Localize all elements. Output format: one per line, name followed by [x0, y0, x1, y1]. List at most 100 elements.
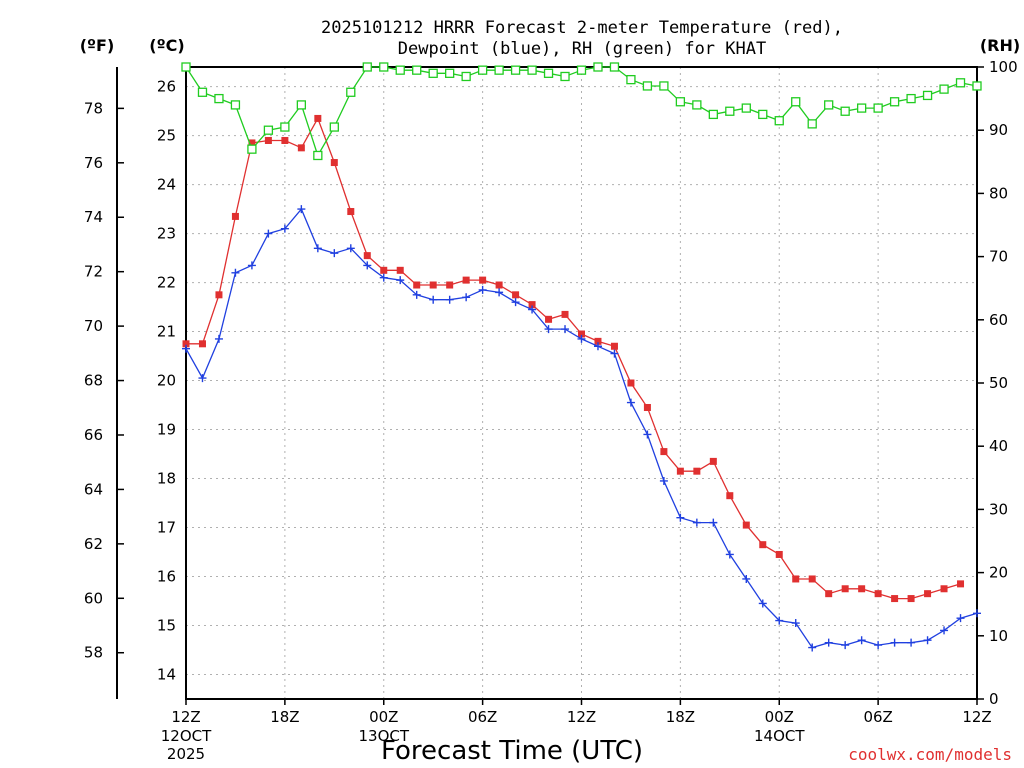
dewpoint-point [231, 268, 240, 277]
rh-point [626, 74, 636, 85]
dewpoint-point [775, 616, 784, 625]
dewpoint-point [561, 325, 570, 334]
celsius-tick-label: 22 [157, 274, 176, 292]
temperature-point [676, 467, 684, 475]
fahrenheit-tick-label: 64 [84, 480, 103, 498]
rh-point [576, 65, 587, 75]
temperature-point [545, 315, 553, 323]
dewpoint-point [659, 476, 668, 485]
rh-point [939, 84, 949, 94]
temperature-point [297, 144, 305, 152]
time-tick-label: 18Z [270, 708, 299, 726]
temperature-point [693, 467, 701, 475]
time-tick-label: 06Z [863, 708, 892, 726]
rh-point [906, 93, 916, 104]
celsius-tick-label: 15 [157, 617, 176, 635]
temperature-point [578, 330, 585, 338]
temperature-point [248, 139, 256, 147]
fahrenheit-tick-label: 78 [84, 99, 103, 117]
rh-point [824, 100, 834, 110]
rh-point [445, 68, 455, 78]
temperature-point [462, 276, 470, 284]
celsius-tick-label: 20 [157, 372, 176, 390]
credit-text: coolwx.com/models [848, 745, 1012, 764]
celsius-tick-label: 19 [157, 421, 176, 439]
rh-tick-label: 30 [989, 500, 1008, 518]
rh-point [543, 68, 554, 78]
rh-point [889, 97, 900, 107]
dewpoint-point [610, 349, 619, 358]
temperature-point [709, 457, 717, 465]
rh-point [873, 103, 883, 113]
rh-point [642, 81, 653, 91]
temperature-point [858, 585, 866, 593]
temperature-point [792, 575, 800, 583]
grid-lines [186, 67, 977, 699]
temperature-point [808, 575, 816, 583]
rh-point [181, 62, 191, 72]
dewpoint-point [577, 334, 586, 343]
rh-point [296, 100, 307, 110]
dewpoint-point [841, 641, 850, 650]
dewpoint-point [742, 574, 751, 583]
rh-point [379, 62, 389, 72]
rh-point [791, 97, 801, 107]
dewpoint-point [725, 550, 734, 559]
temperature-point [742, 521, 750, 529]
dewpoint-point [907, 638, 916, 647]
temperature-point [495, 281, 503, 289]
fahrenheit-tick-label: 74 [84, 208, 103, 226]
rh-tick-label: 40 [989, 437, 1008, 455]
temperature-point [429, 281, 437, 289]
dewpoint-point [808, 643, 817, 652]
time-tick-label: 12Z [171, 708, 200, 726]
dewpoint-point [379, 273, 388, 282]
dewpoint-point [297, 205, 306, 214]
celsius-tick-label: 17 [157, 519, 176, 537]
time-tick-label: 12Z [962, 708, 991, 726]
temperature-point [874, 590, 882, 598]
dewpoint-point [758, 599, 767, 608]
dewpoint-point [593, 342, 602, 351]
series-dewpoint [182, 205, 981, 652]
rh-point [510, 65, 521, 75]
temperature-point [891, 595, 899, 603]
temperature-point [231, 212, 239, 220]
dewpoint-point [791, 619, 800, 628]
rh-point [247, 144, 257, 154]
rh-point [758, 109, 768, 120]
x-axis-label: Forecast Time (UTC) [381, 736, 643, 766]
fahrenheit-tick-label: 68 [84, 372, 103, 390]
temperature-point [643, 403, 651, 411]
dewpoint-point [412, 290, 421, 299]
temperature-point [610, 342, 618, 350]
temperature-point [627, 379, 635, 387]
fahrenheit-tick-label: 58 [84, 644, 103, 662]
rh-tick-label: 60 [989, 311, 1008, 329]
rh-tick-label: 0 [989, 690, 999, 708]
dewpoint-point [676, 513, 685, 522]
temperature-point [330, 159, 338, 167]
rh-point [362, 62, 372, 72]
temperature-point [413, 281, 421, 289]
rh-point [972, 81, 982, 91]
temperature-point [182, 340, 190, 348]
temperature-point [759, 541, 767, 549]
celsius-tick-label: 24 [157, 176, 176, 194]
celsius-tick-label: 23 [157, 225, 176, 243]
rh-point [329, 122, 339, 132]
dewpoint-point [478, 285, 487, 294]
dewpoint-point [528, 305, 537, 314]
date-tick-label: 12OCT [161, 727, 212, 745]
rh-point [214, 93, 224, 104]
dewpoint-point [511, 298, 520, 307]
dewpoint-point [626, 398, 635, 407]
rh-point [725, 106, 735, 116]
temperature-point [198, 340, 206, 348]
time-tick-label: 06Z [468, 708, 497, 726]
fahrenheit-tick-label: 66 [84, 426, 103, 444]
time-tick-label: 12Z [567, 708, 596, 726]
dewpoint-point [198, 374, 207, 383]
